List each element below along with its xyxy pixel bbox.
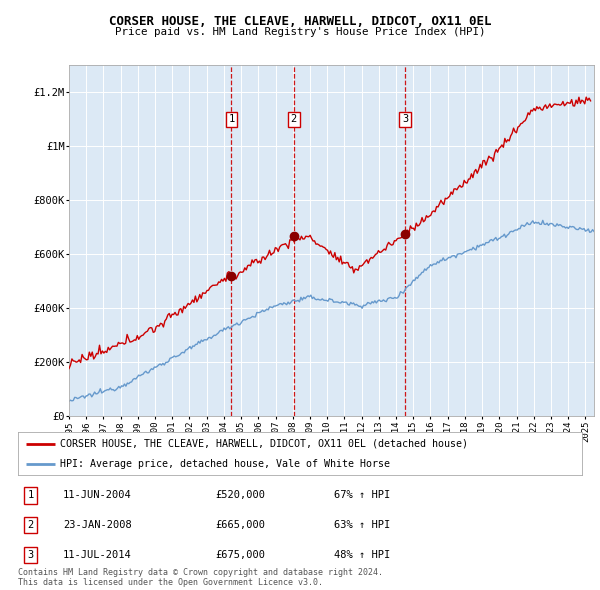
Text: 67% ↑ HPI: 67% ↑ HPI [334, 490, 390, 500]
Text: £665,000: £665,000 [215, 520, 265, 530]
Text: 23-JAN-2008: 23-JAN-2008 [63, 520, 132, 530]
Text: Price paid vs. HM Land Registry's House Price Index (HPI): Price paid vs. HM Land Registry's House … [115, 27, 485, 37]
Text: £520,000: £520,000 [215, 490, 265, 500]
Text: 11-JUL-2014: 11-JUL-2014 [63, 550, 132, 560]
Text: 1: 1 [229, 114, 235, 124]
Text: 48% ↑ HPI: 48% ↑ HPI [334, 550, 390, 560]
Text: Contains HM Land Registry data © Crown copyright and database right 2024.
This d: Contains HM Land Registry data © Crown c… [18, 568, 383, 587]
Text: 1: 1 [27, 490, 34, 500]
Text: 11-JUN-2004: 11-JUN-2004 [63, 490, 132, 500]
Text: £675,000: £675,000 [215, 550, 265, 560]
Text: 2: 2 [290, 114, 297, 124]
Text: 3: 3 [402, 114, 408, 124]
Text: 3: 3 [27, 550, 34, 560]
Text: 63% ↑ HPI: 63% ↑ HPI [334, 520, 390, 530]
Text: CORSER HOUSE, THE CLEAVE, HARWELL, DIDCOT, OX11 0EL (detached house): CORSER HOUSE, THE CLEAVE, HARWELL, DIDCO… [60, 438, 469, 448]
Text: HPI: Average price, detached house, Vale of White Horse: HPI: Average price, detached house, Vale… [60, 459, 391, 469]
Text: 2: 2 [27, 520, 34, 530]
Text: CORSER HOUSE, THE CLEAVE, HARWELL, DIDCOT, OX11 0EL: CORSER HOUSE, THE CLEAVE, HARWELL, DIDCO… [109, 15, 491, 28]
